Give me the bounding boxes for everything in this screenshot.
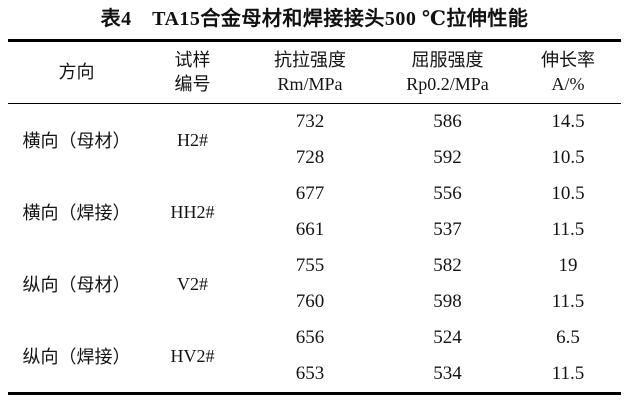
- a-value: 10.5: [551, 183, 585, 204]
- a-value: 19: [558, 255, 578, 276]
- direction-cell: 纵向（焊接）: [22, 347, 131, 367]
- rm-value: 677: [295, 183, 325, 204]
- col-header-tensile-strength: 抗拉强度 Rm/MPa: [274, 50, 346, 94]
- direction-cell: 横向（焊接）: [22, 203, 131, 223]
- a-value: 11.5: [551, 363, 585, 384]
- rp-value: 534: [433, 363, 462, 384]
- direction-cell: 纵向（母材）: [22, 275, 131, 295]
- a-value: 14.5: [551, 111, 585, 132]
- specimen-cell: V2#: [177, 273, 208, 294]
- table-row: 横向（母材） H2# 732 586 14.5: [8, 104, 621, 151]
- a-value: 11.5: [551, 291, 585, 312]
- col-header-direction: 方向: [8, 41, 145, 104]
- rm-value: 760: [295, 291, 325, 312]
- rm-value: 755: [295, 255, 325, 276]
- specimen-cell: H2#: [177, 129, 208, 150]
- rm-value: 732: [295, 111, 325, 132]
- table-row: 纵向（焊接） HV2# 656 524 6.5: [8, 320, 621, 367]
- a-value: 11.5: [551, 219, 585, 240]
- rp-value: 524: [433, 327, 462, 348]
- rp-value: 586: [433, 111, 462, 132]
- tensile-properties-table: 方向 试样 编号 抗拉强度 Rm/MPa 屈服强度 Rp0.2/MPa 伸长率 …: [8, 39, 621, 395]
- rm-value: 661: [295, 219, 325, 240]
- col-header-elongation: 伸长率 A/%: [541, 50, 595, 94]
- table-row: 横向（焊接） HH2# 677 556 10.5: [8, 176, 621, 223]
- a-value: 6.5: [556, 327, 580, 348]
- rp-value: 592: [433, 147, 462, 168]
- rm-value: 656: [295, 327, 325, 348]
- table-row: 728 592 10.5: [8, 140, 621, 176]
- table-row: 760 598 11.5: [8, 284, 621, 320]
- rp-value: 556: [433, 183, 462, 204]
- header-row: 方向 试样 编号 抗拉强度 Rm/MPa 屈服强度 Rp0.2/MPa 伸长率 …: [8, 41, 621, 104]
- a-value: 10.5: [551, 147, 585, 168]
- table-row: 纵向（母材） V2# 755 582 19: [8, 248, 621, 295]
- rp-value: 537: [433, 219, 462, 240]
- col-header-direction-label: 方向: [58, 62, 95, 82]
- table-row: 661 537 11.5: [8, 212, 621, 248]
- rp-value: 598: [433, 291, 462, 312]
- rp-value: 582: [433, 255, 462, 276]
- specimen-cell: HH2#: [170, 201, 215, 222]
- rm-value: 653: [295, 363, 325, 384]
- specimen-cell: HV2#: [170, 345, 215, 366]
- table-header: 方向 试样 编号 抗拉强度 Rm/MPa 屈服强度 Rp0.2/MPa 伸长率 …: [8, 41, 621, 104]
- direction-cell: 横向（母材）: [22, 131, 131, 151]
- col-header-specimen: 试样 编号: [174, 50, 211, 94]
- col-header-yield-strength: 屈服强度 Rp0.2/MPa: [406, 50, 489, 94]
- table-body: 横向（母材） H2# 732 586 14.5 728 592 10.5 横向（…: [8, 104, 621, 394]
- table-title: 表4 TA15合金母材和焊接接头500 ℃拉伸性能: [100, 8, 529, 30]
- rm-value: 728: [295, 147, 325, 168]
- table-row: 653 534 11.5: [8, 356, 621, 394]
